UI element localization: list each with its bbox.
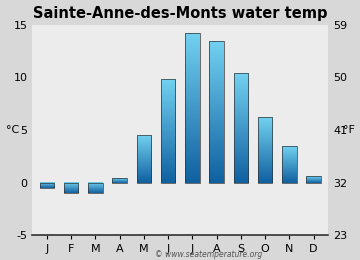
Text: © www.seatemperature.org: © www.seatemperature.org [155,250,262,259]
Bar [161,79,175,183]
Bar [64,183,78,193]
Bar [40,183,54,188]
Bar [210,41,224,183]
Bar [137,135,151,183]
Bar [282,146,297,183]
Bar [234,73,248,183]
Y-axis label: °F: °F [343,125,355,135]
Bar [258,117,273,183]
Bar [306,176,321,183]
Title: Sainte-Anne-des-Monts water temp: Sainte-Anne-des-Monts water temp [33,5,328,21]
Y-axis label: °C: °C [5,125,19,135]
Bar [88,183,103,193]
Bar [112,178,127,183]
Bar [185,33,200,183]
